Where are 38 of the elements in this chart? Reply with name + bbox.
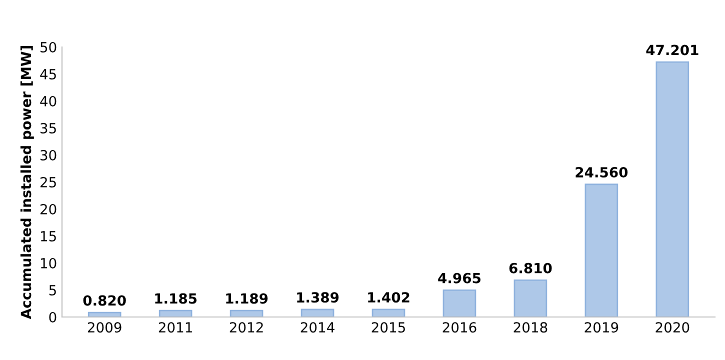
y-tick-label: 15: [40, 231, 56, 242]
x-tick-label: 2012: [230, 322, 263, 333]
x-tick-label: 2018: [514, 322, 548, 333]
y-tick-label: 5: [49, 285, 56, 296]
bar: [656, 61, 690, 317]
y-tick-label: 20: [40, 204, 56, 214]
x-tick-label: 2015: [372, 322, 405, 333]
y-tick-label: 25: [40, 176, 56, 188]
x-tick-label: 2019: [584, 322, 618, 333]
bar: [584, 184, 618, 317]
x-tick-label: 2009: [88, 322, 122, 333]
y-tick-label: 45: [40, 69, 56, 80]
x-tick-label: 2016: [442, 322, 476, 333]
data-label: 1.389: [297, 292, 339, 303]
x-tick-label: 2011: [158, 322, 192, 333]
y-tick-label: 35: [40, 122, 56, 134]
y-tick-label: 0: [49, 312, 56, 322]
bar: [300, 308, 334, 317]
y-tick-label: 40: [40, 96, 56, 106]
bar: [442, 289, 476, 317]
data-label: 24.560: [576, 167, 628, 178]
y-tick-label: 10: [40, 258, 56, 268]
data-label: 47.201: [646, 44, 698, 56]
data-label: 1.402: [368, 292, 410, 303]
bar: [158, 310, 192, 317]
x-tick-label: 2014: [300, 322, 334, 333]
data-label: 4.965: [438, 272, 480, 284]
bar: [372, 308, 406, 317]
data-label: 6.810: [509, 262, 552, 274]
y-tick-label: 50: [40, 42, 56, 52]
y-tick-label: 30: [40, 150, 56, 160]
data-label: 1.189: [226, 293, 268, 304]
bar: [514, 280, 548, 317]
data-label: 1.185: [155, 293, 197, 304]
y-axis-title: Accumulated installed power [MW]: [20, 46, 34, 320]
x-tick-label: 2020: [656, 322, 690, 333]
data-label: 0.820: [83, 295, 126, 306]
bar: [230, 310, 264, 317]
